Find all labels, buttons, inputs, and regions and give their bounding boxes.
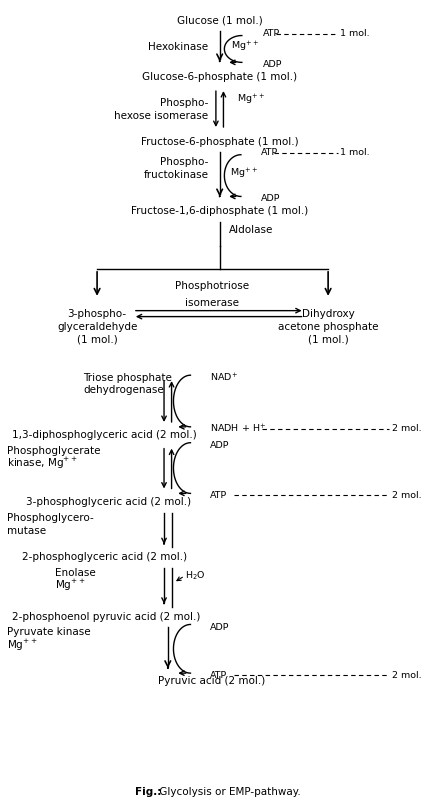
Text: kinase, Mg$^{++}$: kinase, Mg$^{++}$ [8, 456, 78, 471]
Text: Mg$^{++}$: Mg$^{++}$ [55, 578, 85, 593]
Text: dehydrogenase: dehydrogenase [83, 385, 163, 395]
Text: Fructose-1,6-diphosphate (1 mol.): Fructose-1,6-diphosphate (1 mol.) [131, 207, 308, 216]
Text: acetone phosphate: acetone phosphate [277, 321, 377, 332]
Text: (1 mol.): (1 mol.) [307, 334, 348, 345]
Text: glyceraldehyde: glyceraldehyde [57, 321, 137, 332]
Text: Phosphoglycerate: Phosphoglycerate [8, 445, 101, 456]
Text: ATP: ATP [210, 491, 227, 500]
Text: ADP: ADP [210, 441, 229, 450]
Text: 2 mol.: 2 mol. [391, 491, 421, 500]
Text: NAD$^{+}$: NAD$^{+}$ [210, 372, 237, 384]
Text: Mg$^{++}$: Mg$^{++}$ [8, 638, 38, 653]
Text: Phospho-: Phospho- [160, 98, 208, 108]
Text: mutase: mutase [8, 526, 46, 536]
Text: hexose isomerase: hexose isomerase [114, 111, 208, 121]
Text: Fig.:: Fig.: [135, 788, 161, 797]
Text: H$_2$O: H$_2$O [184, 570, 205, 582]
Text: Enolase: Enolase [55, 568, 95, 578]
Text: NADH + H$^{+}$: NADH + H$^{+}$ [210, 423, 266, 435]
Text: Glycolysis or EMP-pathway.: Glycolysis or EMP-pathway. [156, 788, 300, 797]
Text: ADP: ADP [210, 623, 229, 632]
Text: fructokinase: fructokinase [143, 169, 208, 180]
Text: Pyruvate kinase: Pyruvate kinase [8, 627, 91, 638]
Text: 1,3-diphosphoglyceric acid (2 mol.): 1,3-diphosphoglyceric acid (2 mol.) [12, 430, 196, 440]
Text: 1 mol.: 1 mol. [340, 29, 369, 38]
Text: Hexokinase: Hexokinase [148, 43, 208, 52]
Text: 3-phospho-: 3-phospho- [67, 308, 127, 319]
Text: Mg$^{++}$: Mg$^{++}$ [230, 40, 258, 54]
Text: Mg$^{++}$: Mg$^{++}$ [236, 93, 264, 107]
Text: 2-phosphoenol pyruvic acid (2 mol.): 2-phosphoenol pyruvic acid (2 mol.) [12, 612, 200, 621]
Text: Pyruvic acid (2 mol.): Pyruvic acid (2 mol.) [158, 676, 265, 686]
Text: Glucose-6-phosphate (1 mol.): Glucose-6-phosphate (1 mol.) [142, 73, 296, 82]
Text: ATP: ATP [210, 671, 227, 679]
Text: Phospho-: Phospho- [160, 157, 208, 167]
Text: ADP: ADP [262, 60, 282, 69]
Text: Phosphotriose: Phosphotriose [175, 281, 249, 291]
Text: Aldolase: Aldolase [229, 225, 273, 235]
Text: isomerase: isomerase [185, 298, 239, 307]
Text: Phosphoglycero-: Phosphoglycero- [8, 513, 94, 523]
Text: Mg$^{++}$: Mg$^{++}$ [229, 166, 257, 181]
Text: Triose phosphate: Triose phosphate [83, 373, 171, 383]
Text: Glucose (1 mol.): Glucose (1 mol.) [176, 15, 262, 26]
Text: 3-phosphoglyceric acid (2 mol.): 3-phosphoglyceric acid (2 mol.) [26, 497, 191, 508]
Text: 1 mol.: 1 mol. [340, 148, 369, 157]
Text: 2 mol.: 2 mol. [391, 424, 421, 433]
Text: ATP: ATP [261, 148, 278, 157]
Text: ATP: ATP [262, 29, 279, 38]
Text: Fructose-6-phosphate (1 mol.): Fructose-6-phosphate (1 mol.) [141, 137, 298, 147]
Text: Dihydroxy: Dihydroxy [301, 308, 354, 319]
Text: 2-phosphoglyceric acid (2 mol.): 2-phosphoglyceric acid (2 mol.) [22, 552, 186, 562]
Text: 2 mol.: 2 mol. [391, 671, 421, 679]
Text: ADP: ADP [261, 194, 280, 203]
Text: (1 mol.): (1 mol.) [77, 334, 117, 345]
